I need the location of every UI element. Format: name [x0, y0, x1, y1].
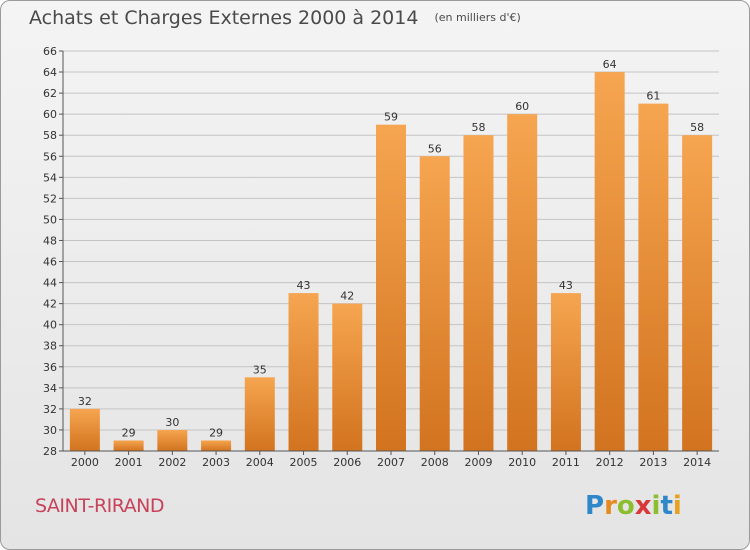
- data-label-2006: 42: [340, 290, 354, 303]
- y-tick-label: 34: [43, 382, 57, 395]
- bar-2004: [244, 377, 275, 451]
- y-tick-label: 42: [43, 298, 57, 311]
- chart-subtitle: (en milliers d'€): [434, 11, 521, 24]
- data-labels: 32 29 30 29 35 43 42 59 56 58 60 43 64 61 58: [78, 58, 704, 439]
- commune-name: SAINT-RIRAND: [35, 495, 165, 517]
- x-tick-label-2008: 2008: [421, 456, 449, 469]
- data-label-2001: 29: [122, 426, 136, 439]
- y-tick-label: 62: [43, 87, 57, 100]
- bar-2010: [507, 114, 538, 451]
- x-tick-label-2006: 2006: [333, 456, 361, 469]
- data-label-2009: 58: [471, 121, 485, 134]
- data-label-2014: 58: [690, 121, 704, 134]
- data-label-2010: 60: [515, 100, 529, 113]
- data-label-2002: 30: [165, 416, 179, 429]
- y-tick-label: 60: [43, 108, 57, 121]
- bar-2013: [638, 103, 669, 451]
- y-tick-label: 36: [43, 361, 57, 374]
- y-tick-label: 48: [43, 234, 57, 247]
- x-tick-label-2011: 2011: [552, 456, 580, 469]
- y-tick-label: 66: [43, 45, 57, 58]
- bar-2001: [113, 440, 144, 451]
- bar-2002: [157, 429, 188, 451]
- bar-2006: [332, 303, 363, 451]
- y-axis-ticks: 28 30 32 34 36 38 40 42 44 46 48 50 52 54 56 58 60 62 64 66: [43, 45, 63, 458]
- bars: [69, 72, 713, 452]
- x-tick-label-2004: 2004: [246, 456, 274, 469]
- y-tick-label: 64: [43, 66, 57, 79]
- bar-2011: [550, 293, 581, 451]
- x-tick-label-2012: 2012: [596, 456, 624, 469]
- proxiti-logo: Proxiti: [585, 491, 682, 521]
- x-tick-label-2014: 2014: [683, 456, 711, 469]
- bar-2000: [69, 408, 100, 451]
- axes: [62, 51, 719, 452]
- y-tick-label: 44: [43, 277, 57, 290]
- data-label-2008: 56: [428, 142, 442, 155]
- data-label-2007: 59: [384, 111, 398, 124]
- y-tick-label: 28: [43, 445, 57, 458]
- y-tick-label: 30: [43, 424, 57, 437]
- bar-2012: [594, 72, 625, 451]
- y-tick-label: 46: [43, 256, 57, 269]
- x-tick-label-2001: 2001: [115, 456, 143, 469]
- x-tick-label-2013: 2013: [639, 456, 667, 469]
- logo-letter: t: [660, 491, 673, 521]
- bar-2003: [201, 440, 232, 451]
- chart-title: Achats et Charges Externes 2000 à 2014 (…: [29, 7, 521, 29]
- bar-2008: [419, 156, 450, 451]
- logo-letter: P: [585, 491, 605, 521]
- y-tick-label: 50: [43, 213, 57, 226]
- x-tick-label-2005: 2005: [290, 456, 318, 469]
- x-tick-label-2007: 2007: [377, 456, 405, 469]
- logo-letter: x: [634, 491, 652, 521]
- x-tick-label-2003: 2003: [202, 456, 230, 469]
- y-tick-label: 38: [43, 340, 57, 353]
- y-tick-label: 32: [43, 403, 57, 416]
- x-tick-label-2002: 2002: [158, 456, 186, 469]
- logo-letter: r: [604, 491, 617, 521]
- bar-2014: [682, 135, 713, 452]
- chart-title-text: Achats et Charges Externes 2000 à 2014: [29, 7, 419, 29]
- data-label-2004: 35: [253, 363, 267, 376]
- y-tick-label: 58: [43, 129, 57, 142]
- x-tick-label-2009: 2009: [464, 456, 492, 469]
- bar-2005: [288, 293, 319, 451]
- data-label-2012: 64: [603, 58, 617, 71]
- bar-2007: [376, 124, 406, 452]
- data-label-2013: 61: [646, 90, 660, 103]
- logo-letter: i: [651, 491, 661, 521]
- x-tick-label-2010: 2010: [508, 456, 536, 469]
- data-label-2011: 43: [559, 279, 573, 292]
- data-label-2000: 32: [78, 395, 92, 408]
- x-axis-ticks: 2000 2001 2002 2003 2004 2005 2006 2007 2008 2009…: [71, 451, 711, 469]
- bar-2009: [463, 135, 494, 452]
- logo-letter: i: [672, 491, 682, 521]
- data-label-2005: 43: [297, 279, 311, 292]
- data-label-2003: 29: [209, 426, 223, 439]
- x-tick-label-2000: 2000: [71, 456, 99, 469]
- y-tick-label: 56: [43, 150, 57, 163]
- y-tick-label: 40: [43, 319, 57, 332]
- y-tick-label: 54: [43, 171, 57, 184]
- y-tick-label: 52: [43, 192, 57, 205]
- logo-letter: o: [616, 491, 635, 521]
